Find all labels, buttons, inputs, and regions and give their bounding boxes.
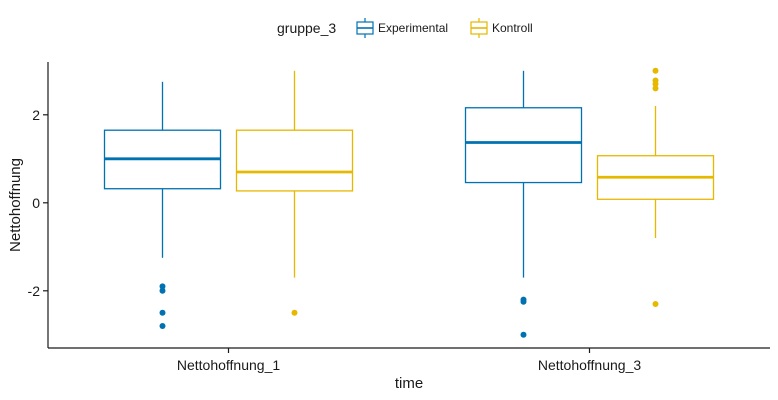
series-kontroll bbox=[235, 67, 715, 316]
series-experimental bbox=[103, 70, 583, 338]
outlier-point bbox=[159, 309, 166, 316]
box-kontroll-2 bbox=[596, 67, 715, 307]
x-axis-title: time bbox=[395, 375, 423, 392]
outlier-point bbox=[159, 323, 166, 329]
outlier-point bbox=[520, 298, 527, 305]
box-iqr bbox=[235, 129, 354, 192]
outlier-point bbox=[652, 67, 659, 74]
x-tick-label: Nettohoffnung_1 bbox=[177, 357, 280, 373]
legend-title: gruppe_3 bbox=[277, 20, 336, 36]
plot-area bbox=[103, 67, 715, 338]
outlier-point bbox=[159, 287, 166, 294]
box-experimental-2 bbox=[464, 70, 583, 338]
legend-label: Kontroll bbox=[492, 21, 533, 35]
outlier-point bbox=[291, 309, 298, 316]
box-kontroll-1 bbox=[235, 70, 354, 316]
x-tick-label: Nettohoffnung_3 bbox=[538, 357, 641, 373]
legend-item-kontroll: Kontroll bbox=[470, 18, 533, 38]
outlier-point bbox=[652, 85, 659, 92]
outlier-point bbox=[159, 283, 166, 290]
legend-label: Experimental bbox=[378, 21, 448, 35]
legend: gruppe_3 Experimental Kontroll bbox=[277, 18, 533, 38]
outlier-point bbox=[652, 77, 659, 84]
outlier-point bbox=[520, 331, 527, 338]
y-tick-label: 2 bbox=[32, 107, 40, 123]
box-iqr bbox=[464, 107, 583, 184]
legend-item-experimental: Experimental bbox=[356, 18, 448, 38]
axes: -2 0 2 Nettohoffnung_1 Nettohoffnung_3 bbox=[28, 62, 770, 373]
box-experimental-1 bbox=[103, 81, 222, 329]
y-tick-label: -2 bbox=[28, 283, 41, 299]
y-tick-label: 0 bbox=[32, 195, 40, 211]
y-axis-title: Nettohoffnung bbox=[7, 158, 24, 252]
outlier-point bbox=[652, 301, 659, 307]
